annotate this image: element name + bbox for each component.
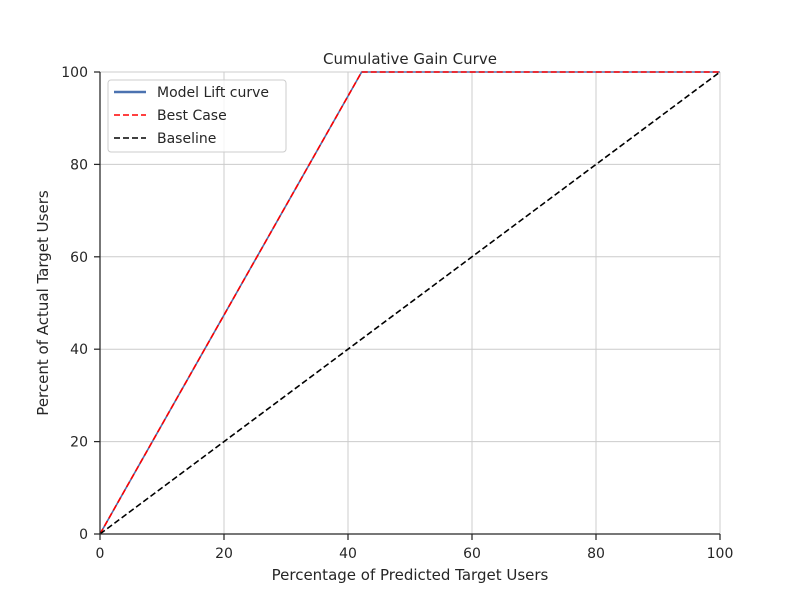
axes <box>99 72 720 535</box>
y-tick-label: 60 <box>70 250 88 266</box>
legend-label-best-case: Best Case <box>157 108 227 124</box>
legend-label-baseline: Baseline <box>157 131 216 147</box>
y-tick-label: 100 <box>61 65 88 81</box>
x-tick-label: 100 <box>707 546 734 562</box>
y-tick-label: 20 <box>70 435 88 451</box>
legend: Model Lift curve Best Case Baseline <box>107 79 287 153</box>
x-tick-label: 20 <box>215 546 233 562</box>
x-tick-label: 40 <box>339 546 357 562</box>
y-tick-label: 0 <box>79 527 88 543</box>
x-tick-label: 0 <box>96 546 105 562</box>
x-axis-title: Percentage of Predicted Target Users <box>272 566 549 584</box>
chart-title: Cumulative Gain Curve <box>323 50 497 68</box>
baseline-line <box>99 71 721 535</box>
x-tick-label: 60 <box>463 546 481 562</box>
best-case-line <box>99 71 720 535</box>
legend-label-model-lift: Model Lift curve <box>157 85 269 101</box>
x-tick-label: 80 <box>587 546 605 562</box>
y-tick-label: 40 <box>70 342 88 358</box>
y-axis-title: Percent of Actual Target Users <box>34 190 52 416</box>
ticks: 0 20 40 60 80 100 0 20 40 60 80 100 <box>61 65 733 562</box>
y-tick-label: 80 <box>70 157 88 173</box>
legend-box <box>107 79 287 153</box>
series-layer <box>99 71 721 535</box>
